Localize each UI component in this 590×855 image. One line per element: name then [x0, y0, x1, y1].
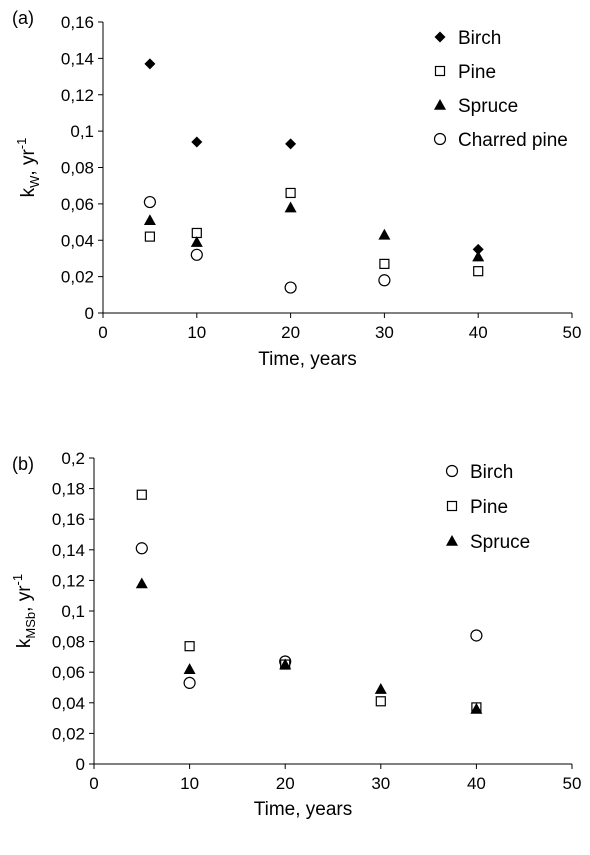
y-tick-label: 0,1 — [61, 602, 85, 621]
legend-label: Spruce — [458, 96, 518, 117]
panel-label: (b) — [12, 454, 34, 474]
x-axis-title: Time, years — [254, 799, 353, 820]
x-tick-label: 30 — [371, 774, 390, 793]
x-tick-label: 40 — [467, 774, 486, 793]
data-point — [136, 489, 147, 500]
data-point — [144, 58, 156, 70]
y-tick-label: 0,02 — [61, 268, 94, 287]
data-point — [284, 201, 297, 213]
data-point — [184, 641, 195, 652]
y-tick-label: 0,14 — [61, 49, 94, 68]
y-axis-title: kW, yr-1 — [14, 138, 42, 198]
data-point — [378, 274, 391, 287]
series-pine — [144, 187, 484, 277]
data-point — [285, 138, 297, 150]
x-tick-label: 50 — [563, 323, 582, 342]
data-point — [191, 136, 203, 148]
x-tick-label: 50 — [563, 774, 582, 793]
data-point — [135, 542, 148, 555]
y-tick-label: 0,06 — [61, 195, 94, 214]
data-point — [472, 250, 485, 262]
y-tick-label: 0,04 — [61, 231, 94, 250]
data-point — [183, 663, 196, 674]
y-tick-label: 0,12 — [52, 571, 85, 590]
legend-label: Birch — [458, 28, 501, 49]
data-point — [473, 266, 484, 277]
panel-label: (a) — [12, 8, 34, 28]
legend-marker — [433, 132, 447, 146]
x-tick-label: 10 — [187, 323, 206, 342]
data-point — [135, 577, 148, 589]
x-tick-label: 20 — [276, 774, 295, 793]
legend-marker — [446, 535, 458, 546]
series-spruce — [143, 201, 485, 262]
y-tick-label: 0,02 — [52, 724, 85, 743]
x-tick-label: 0 — [89, 774, 98, 793]
y-tick-label: 0 — [76, 755, 85, 774]
data-point — [284, 281, 297, 294]
data-point — [374, 683, 387, 694]
data-point — [143, 214, 156, 226]
y-tick-label: 0 — [85, 304, 94, 323]
legend: Birch Pine Spruce Charred pine — [433, 28, 568, 151]
data-point — [144, 231, 155, 242]
y-axis-title: kMSb, yr-1 — [10, 574, 38, 648]
x-tick-label: 40 — [469, 323, 488, 342]
legend-marker — [434, 31, 446, 43]
y-tick-label: 0,12 — [61, 86, 94, 105]
x-tick-label: 0 — [98, 323, 107, 342]
data-point — [472, 243, 484, 255]
y-tick-label: 0,18 — [52, 480, 85, 499]
chart-a: (a) 0 0,02 0,04 0,06 0,08 0,1 0,12 0,14 0,16 0 10 20… — [12, 8, 581, 370]
chart-b: (b) 0 0,02 0,04 0,06 0,08 0,1 0,12 0,14 0,16 0,18 0… — [10, 449, 581, 820]
legend-marker — [445, 464, 459, 478]
y-tick-label: 0,14 — [52, 541, 85, 560]
data-point — [183, 676, 196, 690]
y-tick-label: 0,04 — [52, 694, 85, 713]
y-tick-label: 0,2 — [61, 449, 85, 468]
y-tick-label: 0,06 — [52, 663, 85, 682]
y-tick-label: 0,16 — [52, 510, 85, 529]
legend-label: Pine — [458, 62, 496, 83]
y-tick-label: 0,16 — [61, 13, 94, 32]
x-tick-label: 30 — [375, 323, 394, 342]
series-birch — [144, 58, 484, 255]
legend-marker — [434, 99, 446, 110]
data-point — [470, 702, 483, 714]
y-tick-label: 0,08 — [61, 159, 94, 178]
y-tick-label: 0,08 — [52, 633, 85, 652]
legend-marker — [434, 65, 446, 77]
x-axis-title: Time, years — [258, 349, 357, 370]
data-point — [470, 629, 483, 642]
data-point — [375, 696, 386, 707]
legend: Birch Pine Spruce — [445, 462, 530, 553]
x-tick-label: 20 — [281, 323, 300, 342]
y-tick-label: 0,1 — [70, 122, 94, 141]
series-spruce — [135, 577, 483, 714]
data-point — [379, 258, 390, 269]
x-tick-label: 10 — [180, 774, 199, 793]
legend-label: Spruce — [470, 532, 530, 553]
legend-label: Pine — [470, 497, 508, 518]
data-point — [190, 236, 203, 247]
data-point — [279, 658, 292, 670]
legend-label: Charred pine — [458, 130, 568, 151]
data-point — [378, 228, 391, 240]
legend-marker — [446, 500, 458, 512]
data-point — [190, 248, 203, 261]
series-charred-pine — [143, 195, 391, 294]
legend-label: Birch — [470, 462, 513, 483]
data-point — [143, 195, 156, 209]
data-point — [285, 187, 296, 199]
